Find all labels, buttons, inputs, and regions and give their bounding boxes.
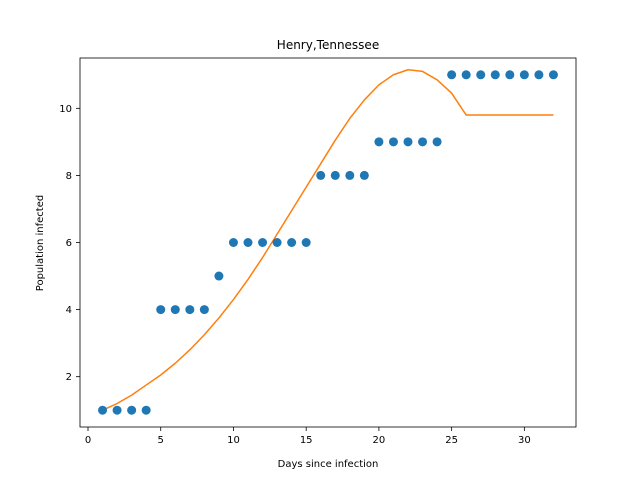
data-point: [228, 238, 238, 247]
data-point: [418, 137, 428, 147]
data-point: [447, 70, 457, 80]
data-point: [301, 238, 311, 247]
y-axis-label: Population infected: [35, 195, 46, 291]
data-point: [112, 405, 122, 415]
data-point: [287, 238, 297, 247]
series-line: [102, 68, 554, 411]
x-tick-label: 20: [373, 435, 386, 446]
data-point: [388, 137, 398, 147]
data-point: [170, 305, 180, 315]
data-point: [272, 238, 282, 247]
data-point: [534, 70, 544, 80]
data-point: [476, 70, 486, 80]
data-point: [359, 170, 369, 180]
data-point: [374, 137, 384, 147]
data-point: [243, 238, 253, 247]
x-axis-label: Days since infection: [278, 459, 379, 470]
data-point: [330, 170, 340, 180]
data-point: [127, 405, 137, 415]
x-tick-label: 15: [300, 435, 313, 446]
x-tick-label: 25: [445, 435, 458, 446]
data-point: [519, 70, 529, 80]
data-point: [156, 305, 166, 315]
data-point: [199, 305, 209, 315]
plot-area: 0 5 10 15 20 25 30 2 4 6 8 10: [59, 57, 577, 446]
data-point: [505, 70, 515, 80]
chart-title: Henry,Tennessee: [277, 38, 379, 52]
y-tick-label: 10: [59, 104, 72, 115]
y-tick-label: 4: [66, 305, 72, 316]
y-tick-label: 8: [66, 171, 72, 182]
x-tick-label: 0: [85, 435, 91, 446]
data-point: [432, 137, 442, 147]
data-point: [490, 70, 500, 80]
data-point: [461, 70, 471, 80]
data-point: [403, 137, 413, 147]
data-point: [548, 70, 558, 80]
data-point: [185, 305, 195, 315]
x-tick-label: 10: [227, 435, 240, 446]
data-point: [214, 271, 224, 281]
y-tick-label: 6: [66, 238, 72, 249]
data-point: [98, 405, 108, 415]
data-point: [345, 170, 355, 180]
x-tick-label: 5: [158, 435, 164, 446]
data-point: [258, 238, 268, 247]
data-point: [316, 170, 326, 180]
data-point: [141, 405, 151, 415]
x-tick-label: 30: [518, 435, 531, 446]
y-tick-label: 2: [66, 372, 72, 383]
